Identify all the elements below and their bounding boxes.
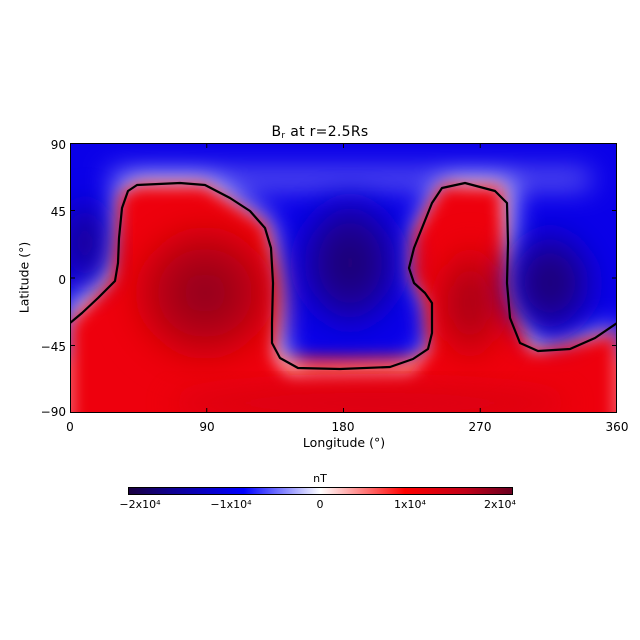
colorbar-tick-0: 0 <box>316 498 324 511</box>
y-tick-90: 90 <box>50 138 66 152</box>
colorbar-tick-2e4: 2x10⁴ <box>484 498 516 511</box>
colorbar-tick-1e4: 1x10⁴ <box>394 498 426 511</box>
y-tick-0: 0 <box>58 273 66 287</box>
colorbar <box>128 487 513 495</box>
y-tick-minus45: −45 <box>40 340 66 354</box>
colorbar-tick-minus1e4: −1x10⁴ <box>210 498 252 511</box>
y-tick-45: 45 <box>50 205 66 219</box>
x-tick-0: 0 <box>66 420 74 434</box>
x-tick-360: 360 <box>605 420 629 434</box>
chart-title: Br at r=2.5Rs <box>271 124 369 141</box>
y-tick-minus90: −90 <box>40 405 66 419</box>
x-tick-180: 180 <box>331 420 355 434</box>
heatmap-canvas <box>70 143 617 413</box>
colorbar-tick-minus2e4: −2x10⁴ <box>119 498 161 511</box>
colorbar-unit-label: nT <box>313 472 327 485</box>
heatmap-plot <box>70 143 617 413</box>
x-tick-90: 90 <box>199 420 215 434</box>
y-axis-label: Latitude (°) <box>16 241 32 314</box>
x-tick-270: 270 <box>468 420 492 434</box>
x-axis-label: Longitude (°) <box>302 435 386 450</box>
